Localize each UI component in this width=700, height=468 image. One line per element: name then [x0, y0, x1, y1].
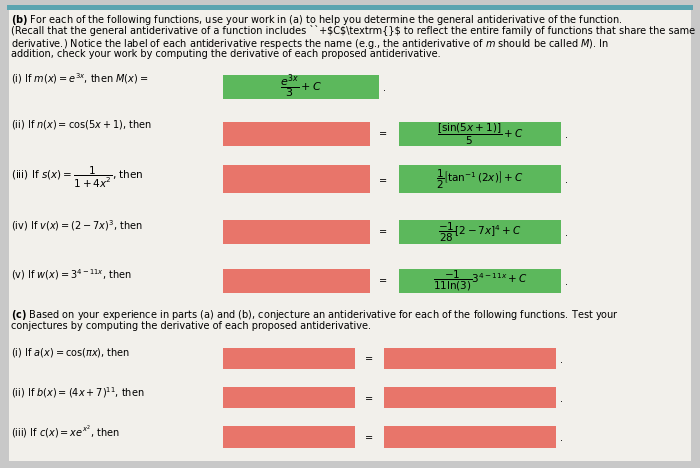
FancyBboxPatch shape [7, 5, 693, 9]
Text: $=$: $=$ [377, 225, 388, 235]
Text: $=$: $=$ [363, 392, 374, 402]
Text: .: . [560, 355, 563, 365]
Text: (ii) If $b(x) = (4x+7)^{11}$, then: (ii) If $b(x) = (4x+7)^{11}$, then [11, 385, 144, 400]
FancyBboxPatch shape [399, 269, 561, 293]
Text: $\dfrac{[\sin(5x+1)]}{5}+C$: $\dfrac{[\sin(5x+1)]}{5}+C$ [437, 121, 523, 146]
Text: $=$: $=$ [363, 352, 374, 363]
Text: $=$: $=$ [377, 274, 388, 284]
FancyBboxPatch shape [223, 426, 355, 447]
Text: .: . [560, 433, 563, 443]
FancyBboxPatch shape [223, 387, 355, 409]
Text: conjectures by computing the derivative of each proposed antiderivative.: conjectures by computing the derivative … [11, 321, 371, 331]
Text: (Recall that the general antiderivative of a function includes ``+$C$\textrm{}$ : (Recall that the general antiderivative … [11, 25, 695, 36]
FancyBboxPatch shape [384, 426, 556, 447]
Text: .: . [560, 394, 563, 404]
Text: .: . [565, 130, 568, 140]
Text: $\bf{(c)}$ Based on your experience in parts (a) and (b), conjecture an antideri: $\bf{(c)}$ Based on your experience in p… [11, 308, 619, 322]
FancyBboxPatch shape [399, 220, 561, 244]
Text: .: . [565, 277, 568, 287]
Text: $\bf{(b)}$ For each of the following functions, use your work in (a) to help you: $\bf{(b)}$ For each of the following fun… [11, 13, 622, 27]
Text: (i) If $m(x) = e^{3x}$, then $M(x) = $: (i) If $m(x) = e^{3x}$, then $M(x) = $ [11, 71, 148, 86]
Text: $=$: $=$ [377, 127, 388, 137]
Text: (i) If $a(x) = \cos(\pi x)$, then: (i) If $a(x) = \cos(\pi x)$, then [11, 346, 130, 358]
Text: (iii) If $s(x) = \dfrac{1}{1+4x^2}$, then: (iii) If $s(x) = \dfrac{1}{1+4x^2}$, the… [11, 165, 144, 190]
Text: .: . [384, 83, 386, 93]
FancyBboxPatch shape [223, 122, 370, 146]
Text: (iii) If $c(x) = xe^{x^2}$, then: (iii) If $c(x) = xe^{x^2}$, then [11, 424, 120, 440]
FancyBboxPatch shape [384, 387, 556, 409]
Text: $=$: $=$ [377, 174, 388, 184]
Text: .: . [565, 175, 568, 185]
FancyBboxPatch shape [9, 7, 691, 461]
FancyBboxPatch shape [223, 269, 370, 293]
Text: .: . [565, 228, 568, 238]
FancyBboxPatch shape [399, 122, 561, 146]
FancyBboxPatch shape [399, 165, 561, 193]
Text: addition, check your work by computing the derivative of each proposed antideriv: addition, check your work by computing t… [11, 49, 440, 59]
Text: derivative.) Notice the label of each antiderivative respects the name (e.g., th: derivative.) Notice the label of each an… [11, 37, 609, 51]
Text: $\dfrac{1}{2}\left[\tan^{-1}(2x)\right]+C$: $\dfrac{1}{2}\left[\tan^{-1}(2x)\right]+… [436, 168, 524, 191]
Text: $\dfrac{-1}{28}\left[2-7x\right]^4+C$: $\dfrac{-1}{28}\left[2-7x\right]^4+C$ [438, 220, 522, 244]
Text: $\dfrac{-1}{11\ln(3)}3^{4-11x}+C$: $\dfrac{-1}{11\ln(3)}3^{4-11x}+C$ [433, 269, 527, 293]
Text: $\dfrac{e^{3x}}{3}+C$: $\dfrac{e^{3x}}{3}+C$ [280, 73, 322, 101]
FancyBboxPatch shape [223, 220, 370, 244]
FancyBboxPatch shape [223, 165, 370, 193]
FancyBboxPatch shape [384, 348, 556, 369]
Text: (iv) If $v(x) = (2-7x)^3$, then: (iv) If $v(x) = (2-7x)^3$, then [11, 218, 143, 233]
Text: $=$: $=$ [363, 431, 374, 441]
FancyBboxPatch shape [223, 75, 379, 99]
Text: (v) If $w(x) = 3^{4-11x}$, then: (v) If $w(x) = 3^{4-11x}$, then [11, 267, 132, 282]
Text: (ii) If $n(x) = \cos(5x+1)$, then: (ii) If $n(x) = \cos(5x+1)$, then [11, 118, 152, 132]
FancyBboxPatch shape [223, 348, 355, 369]
